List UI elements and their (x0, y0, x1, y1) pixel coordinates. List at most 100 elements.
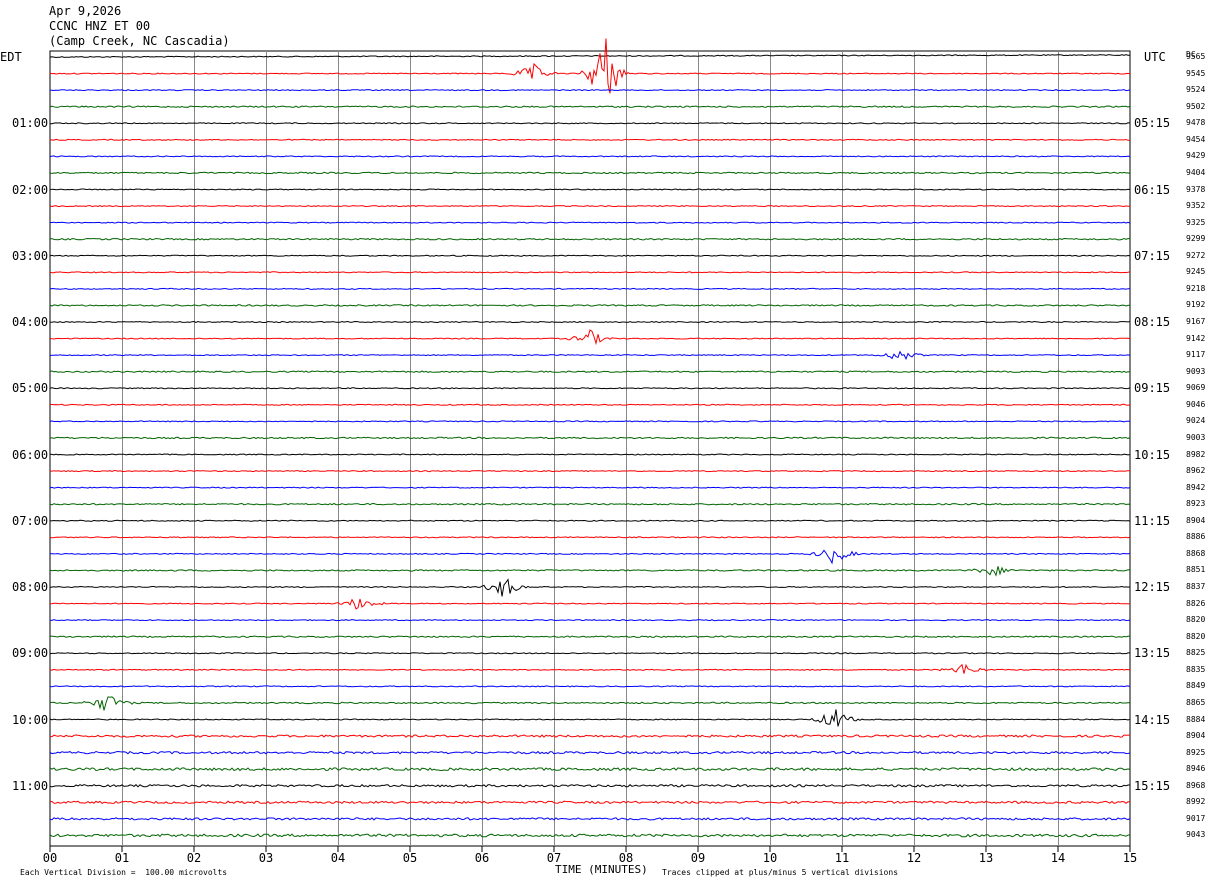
trace-line (49, 237, 1131, 241)
x-tick-label: 10 (763, 851, 777, 865)
dc-offset-label: 8849 (1186, 681, 1206, 691)
dc-offset-label: 8925 (1186, 747, 1206, 757)
trace-line (49, 833, 1131, 838)
x-axis-label: TIME (MINUTES) (555, 863, 648, 876)
trace-line (49, 205, 1130, 208)
x-tick-label: 06 (475, 851, 489, 865)
edt-hour-label: 04:00 (12, 315, 49, 329)
dc-offset-label: 9046 (1186, 399, 1206, 409)
x-tick-label: 08 (619, 851, 633, 865)
trace-line (49, 734, 1130, 738)
trace-line (49, 89, 1131, 92)
trace-line (49, 54, 1131, 59)
trace-line (49, 566, 1131, 577)
dc-offset-label: 9454 (1186, 134, 1206, 144)
x-tick-label: 13 (979, 851, 993, 865)
trace-line (49, 105, 1131, 108)
dc-offset-label: 8946 (1186, 764, 1206, 774)
trace-line (49, 685, 1131, 688)
utc-hour-label: 05:15 (1134, 116, 1171, 131)
dc-offset-label: 9325 (1186, 217, 1206, 227)
edt-hour-label: 01:00 (12, 116, 49, 131)
trace-line (49, 271, 1131, 274)
dc-offset-label: 9167 (1186, 317, 1206, 326)
station-label: CCNC HNZ ET 00 (49, 19, 151, 33)
trace-line (49, 350, 1131, 361)
utc-hour-label: 13:15 (1134, 646, 1171, 661)
clipping-note: Traces clipped at plus/minus 5 vertical … (662, 868, 899, 877)
trace-line (49, 38, 1131, 94)
seismic-traces (49, 38, 1131, 838)
dc-offset-label: 9003 (1186, 432, 1206, 442)
trace-line (49, 188, 1131, 191)
dc-offset-label: 8820 (1186, 615, 1206, 625)
trace-line (49, 750, 1131, 755)
dc-offset-label: 9299 (1186, 234, 1206, 244)
dc-offset-label: 8837 (1186, 582, 1206, 591)
location-label: (Camp Creek, NC Cascadia) (49, 34, 230, 48)
trace-line (49, 709, 1131, 727)
left-timezone-label: EDT (0, 50, 22, 64)
trace-line (49, 635, 1131, 638)
dc-offset-label: 9404 (1186, 167, 1206, 177)
trace-line (49, 486, 1131, 489)
dc-offset-label: 8968 (1186, 780, 1206, 790)
trace-line (49, 403, 1131, 406)
dc-offset-label: 8851 (1186, 565, 1206, 575)
x-tick-label: 07 (547, 851, 561, 865)
dc-offset-label: 8820 (1186, 631, 1206, 641)
edt-hour-label: 07:00 (12, 513, 49, 528)
dc-offset-label: 9069 (1186, 383, 1206, 393)
trace-line (49, 387, 1131, 390)
trace-line (49, 519, 1131, 522)
dc-offset-label: 8884 (1186, 714, 1206, 724)
x-axis-ticks: 00 01 02 03 04 05 06 07 08 09 10 11 12 13 14 15 (43, 846, 1137, 865)
x-tick-label: 05 (403, 851, 417, 865)
dc-header-label: DC (1186, 50, 1196, 59)
trace-line (49, 578, 1131, 597)
date-label: Apr 9,2026 (49, 4, 122, 18)
utc-hour-label: 11:15 (1134, 513, 1171, 528)
trace-line (49, 696, 1130, 711)
utc-hour-label: 06:15 (1134, 182, 1171, 197)
right-timezone-label: UTC (1144, 50, 1166, 64)
dc-offset-label: 8992 (1186, 797, 1206, 807)
dc-offset-label: 8923 (1186, 499, 1206, 509)
dc-offset-label: 9245 (1186, 267, 1206, 277)
dc-offset-label: 9524 (1186, 85, 1206, 95)
dc-offset-label: 8865 (1186, 697, 1206, 707)
dc-offset-label: 9142 (1186, 333, 1206, 343)
x-tick-label: 14 (1051, 851, 1065, 865)
utc-hour-label: 15:15 (1134, 778, 1171, 793)
dc-offset-label: 9024 (1186, 416, 1206, 426)
dc-offset-label: 8868 (1186, 548, 1206, 558)
trace-line (49, 470, 1131, 473)
dc-offset-label: 9429 (1186, 151, 1206, 161)
dc-offset-label: 9378 (1186, 184, 1206, 194)
trace-line (49, 783, 1130, 788)
edt-hour-label: 02:00 (12, 182, 49, 197)
dc-offset-label: 8982 (1186, 449, 1206, 459)
x-tick-label: 02 (187, 851, 201, 865)
edt-hour-label: 09:00 (12, 646, 49, 661)
trace-line (49, 370, 1131, 374)
utc-hour-label: 10:15 (1134, 447, 1171, 462)
vertical-division-note: Each Vertical Division = 100.00 microvol… (20, 868, 228, 877)
edt-hour-label: 10:00 (12, 712, 49, 727)
edt-hour-label: 03:00 (12, 248, 49, 263)
edt-hour-label: 05:00 (12, 381, 49, 396)
trace-line (49, 549, 1131, 565)
trace-line (49, 138, 1131, 141)
dc-offset-label: 9043 (1186, 830, 1206, 840)
dc-offset-label: 8942 (1186, 482, 1206, 492)
x-tick-label: 04 (331, 851, 345, 865)
dc-offset-label: 9565 (1186, 52, 1206, 61)
trace-line (49, 122, 1131, 125)
trace-line (49, 329, 1131, 346)
x-tick-label: 03 (259, 851, 273, 865)
dc-offset-label: 9117 (1186, 350, 1206, 360)
edt-hour-label: 08:00 (12, 580, 49, 594)
trace-line (49, 155, 1131, 158)
x-tick-label: 01 (115, 851, 129, 865)
